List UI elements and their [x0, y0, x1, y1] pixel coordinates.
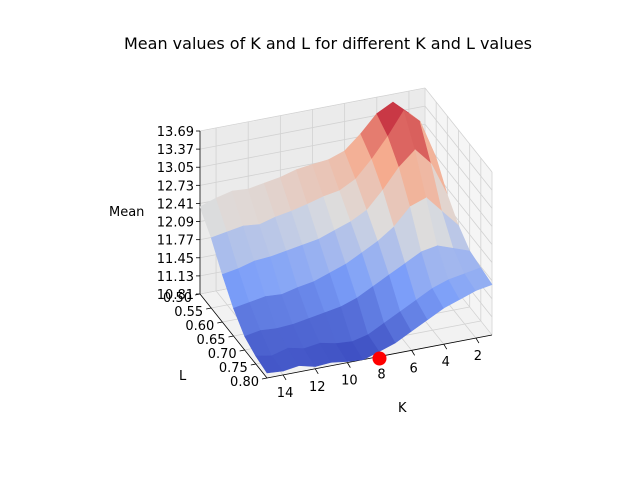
z-tick-label: 11.77: [157, 234, 194, 249]
l-tick-mark: [206, 307, 212, 310]
l-tick-mark: [217, 321, 223, 324]
l-tick-label: 0.60: [185, 319, 214, 334]
grid-line-z-side: [424, 105, 493, 191]
minimum-point-marker: [372, 351, 387, 366]
k-tick-mark: [475, 337, 480, 344]
k-tick-mark: [314, 368, 319, 374]
l-tick-mark: [228, 335, 234, 338]
k-tick-label: 10: [341, 374, 358, 389]
l-tick-label: 0.55: [174, 305, 203, 320]
z-tick-label: 13.37: [157, 143, 194, 158]
grid-line-z-side: [424, 123, 493, 209]
l-tick-mark: [261, 377, 268, 380]
k-tick-mark: [282, 374, 287, 381]
grid-line-z-back: [199, 87, 426, 132]
l-tick-mark: [239, 349, 245, 352]
grid-line-z-side: [424, 87, 493, 173]
z-axis-label: Mean: [109, 205, 144, 220]
chart-title: Mean values of K and L for different K a…: [124, 34, 532, 53]
tick-labels: 2 4 6 8 10 12 14 0.500.550.600.650.700.750.80 10…: [157, 125, 493, 401]
z-tick-label: 11.45: [157, 252, 194, 267]
l-axis-label: L: [179, 369, 187, 384]
k-tick-label: 4: [442, 355, 450, 370]
k-tick-mark: [411, 350, 415, 356]
surface-mesh: [199, 101, 493, 374]
k-axis-label: K: [398, 401, 407, 416]
surface-patch: [464, 267, 493, 291]
highlight-marker: [372, 351, 387, 366]
k-tick-label: 12: [309, 380, 326, 395]
z-tick-label: 13.69: [157, 125, 194, 140]
l-tick-mark: [250, 363, 256, 366]
z-tick-label: 11.13: [157, 270, 194, 285]
z-tick-label: 13.05: [157, 161, 194, 176]
l-tick-label: 0.65: [197, 333, 226, 348]
grid-line-z-side: [424, 142, 493, 227]
k-tick-label: 6: [410, 361, 418, 376]
z-tick-label: 12.41: [157, 197, 194, 212]
l-tick-label: 0.50: [163, 291, 192, 306]
l-tick-label: 0.80: [230, 375, 259, 390]
k-tick-mark: [443, 344, 448, 350]
k-tick-mark: [347, 362, 351, 368]
k-tick-label: 8: [377, 368, 385, 383]
k-tick-label: 14: [277, 386, 294, 401]
l-tick-label: 0.75: [219, 361, 248, 376]
k-tick-label: 2: [474, 349, 482, 364]
z-tick-label: 10.81: [157, 288, 194, 303]
z-tick-label: 12.09: [157, 216, 194, 231]
z-tick-label: 12.73: [157, 179, 194, 194]
l-tick-label: 0.70: [208, 347, 237, 362]
